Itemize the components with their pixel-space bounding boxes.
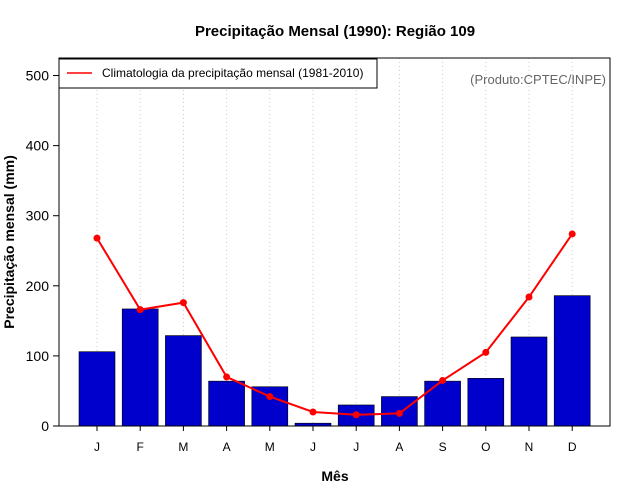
bar-11 bbox=[510, 336, 548, 427]
climatology-point-11 bbox=[525, 293, 533, 301]
climatology-point-10 bbox=[482, 348, 490, 356]
bar-2 bbox=[121, 308, 159, 427]
xtick-label-2: F bbox=[137, 440, 144, 454]
ytick-label-0: 0 bbox=[41, 418, 49, 434]
xtick-label-5: M bbox=[265, 440, 275, 454]
climatology-point-9 bbox=[439, 376, 447, 384]
bar-9 bbox=[424, 380, 461, 427]
xtick-label-12: D bbox=[568, 440, 577, 454]
xtick-label-9: S bbox=[439, 440, 447, 454]
bars bbox=[78, 295, 591, 427]
bar-4 bbox=[208, 380, 245, 427]
xtick-label-8: A bbox=[395, 440, 403, 454]
xtick-label-11: N bbox=[525, 440, 534, 454]
xtick-label-4: A bbox=[223, 440, 231, 454]
legend: Climatologia da precipitação mensal (198… bbox=[58, 58, 378, 89]
climatology-point-4 bbox=[223, 373, 231, 381]
xtick-label-3: M bbox=[178, 440, 188, 454]
bar-1 bbox=[78, 351, 116, 427]
bar-3 bbox=[165, 335, 202, 427]
climatology-point-5 bbox=[266, 393, 274, 401]
y-axis-title: Precipitação mensal (mm) bbox=[1, 155, 17, 329]
chart-title: Precipitação Mensal (1990): Região 109 bbox=[195, 23, 475, 40]
ytick-label-500: 500 bbox=[26, 68, 50, 84]
y-axis: 0 100 200 300 400 500 bbox=[26, 68, 59, 434]
plot-frame bbox=[58, 57, 611, 427]
x-axis-title: Mês bbox=[321, 468, 348, 484]
credit-annotation: (Produto:CPTEC/INPE) bbox=[470, 72, 606, 87]
bar-10 bbox=[467, 378, 505, 427]
climatology-point-12 bbox=[568, 230, 576, 238]
bar-5 bbox=[251, 386, 289, 427]
climatology-point-2 bbox=[136, 306, 144, 314]
climatology-polyline bbox=[96, 233, 574, 416]
xtick-label-1: J bbox=[94, 440, 100, 454]
legend-box bbox=[58, 58, 378, 89]
climatology-point-8 bbox=[395, 409, 403, 417]
climatology-point-1 bbox=[93, 234, 101, 242]
xtick-label-6: J bbox=[310, 440, 316, 454]
legend-label: Climatologia da precipitação mensal (198… bbox=[102, 66, 363, 80]
ytick-label-200: 200 bbox=[26, 278, 50, 294]
gridlines bbox=[96, 58, 573, 426]
ytick-label-400: 400 bbox=[26, 138, 50, 154]
ytick-label-300: 300 bbox=[26, 208, 50, 224]
climatology-point-3 bbox=[179, 299, 187, 307]
xtick-label-10: O bbox=[481, 440, 490, 454]
xtick-label-7: J bbox=[353, 440, 359, 454]
climatology-point-6 bbox=[309, 408, 317, 416]
climatology-line bbox=[93, 230, 576, 419]
climatology-point-7 bbox=[352, 411, 360, 419]
bar-12 bbox=[553, 295, 591, 427]
ytick-label-100: 100 bbox=[26, 348, 50, 364]
